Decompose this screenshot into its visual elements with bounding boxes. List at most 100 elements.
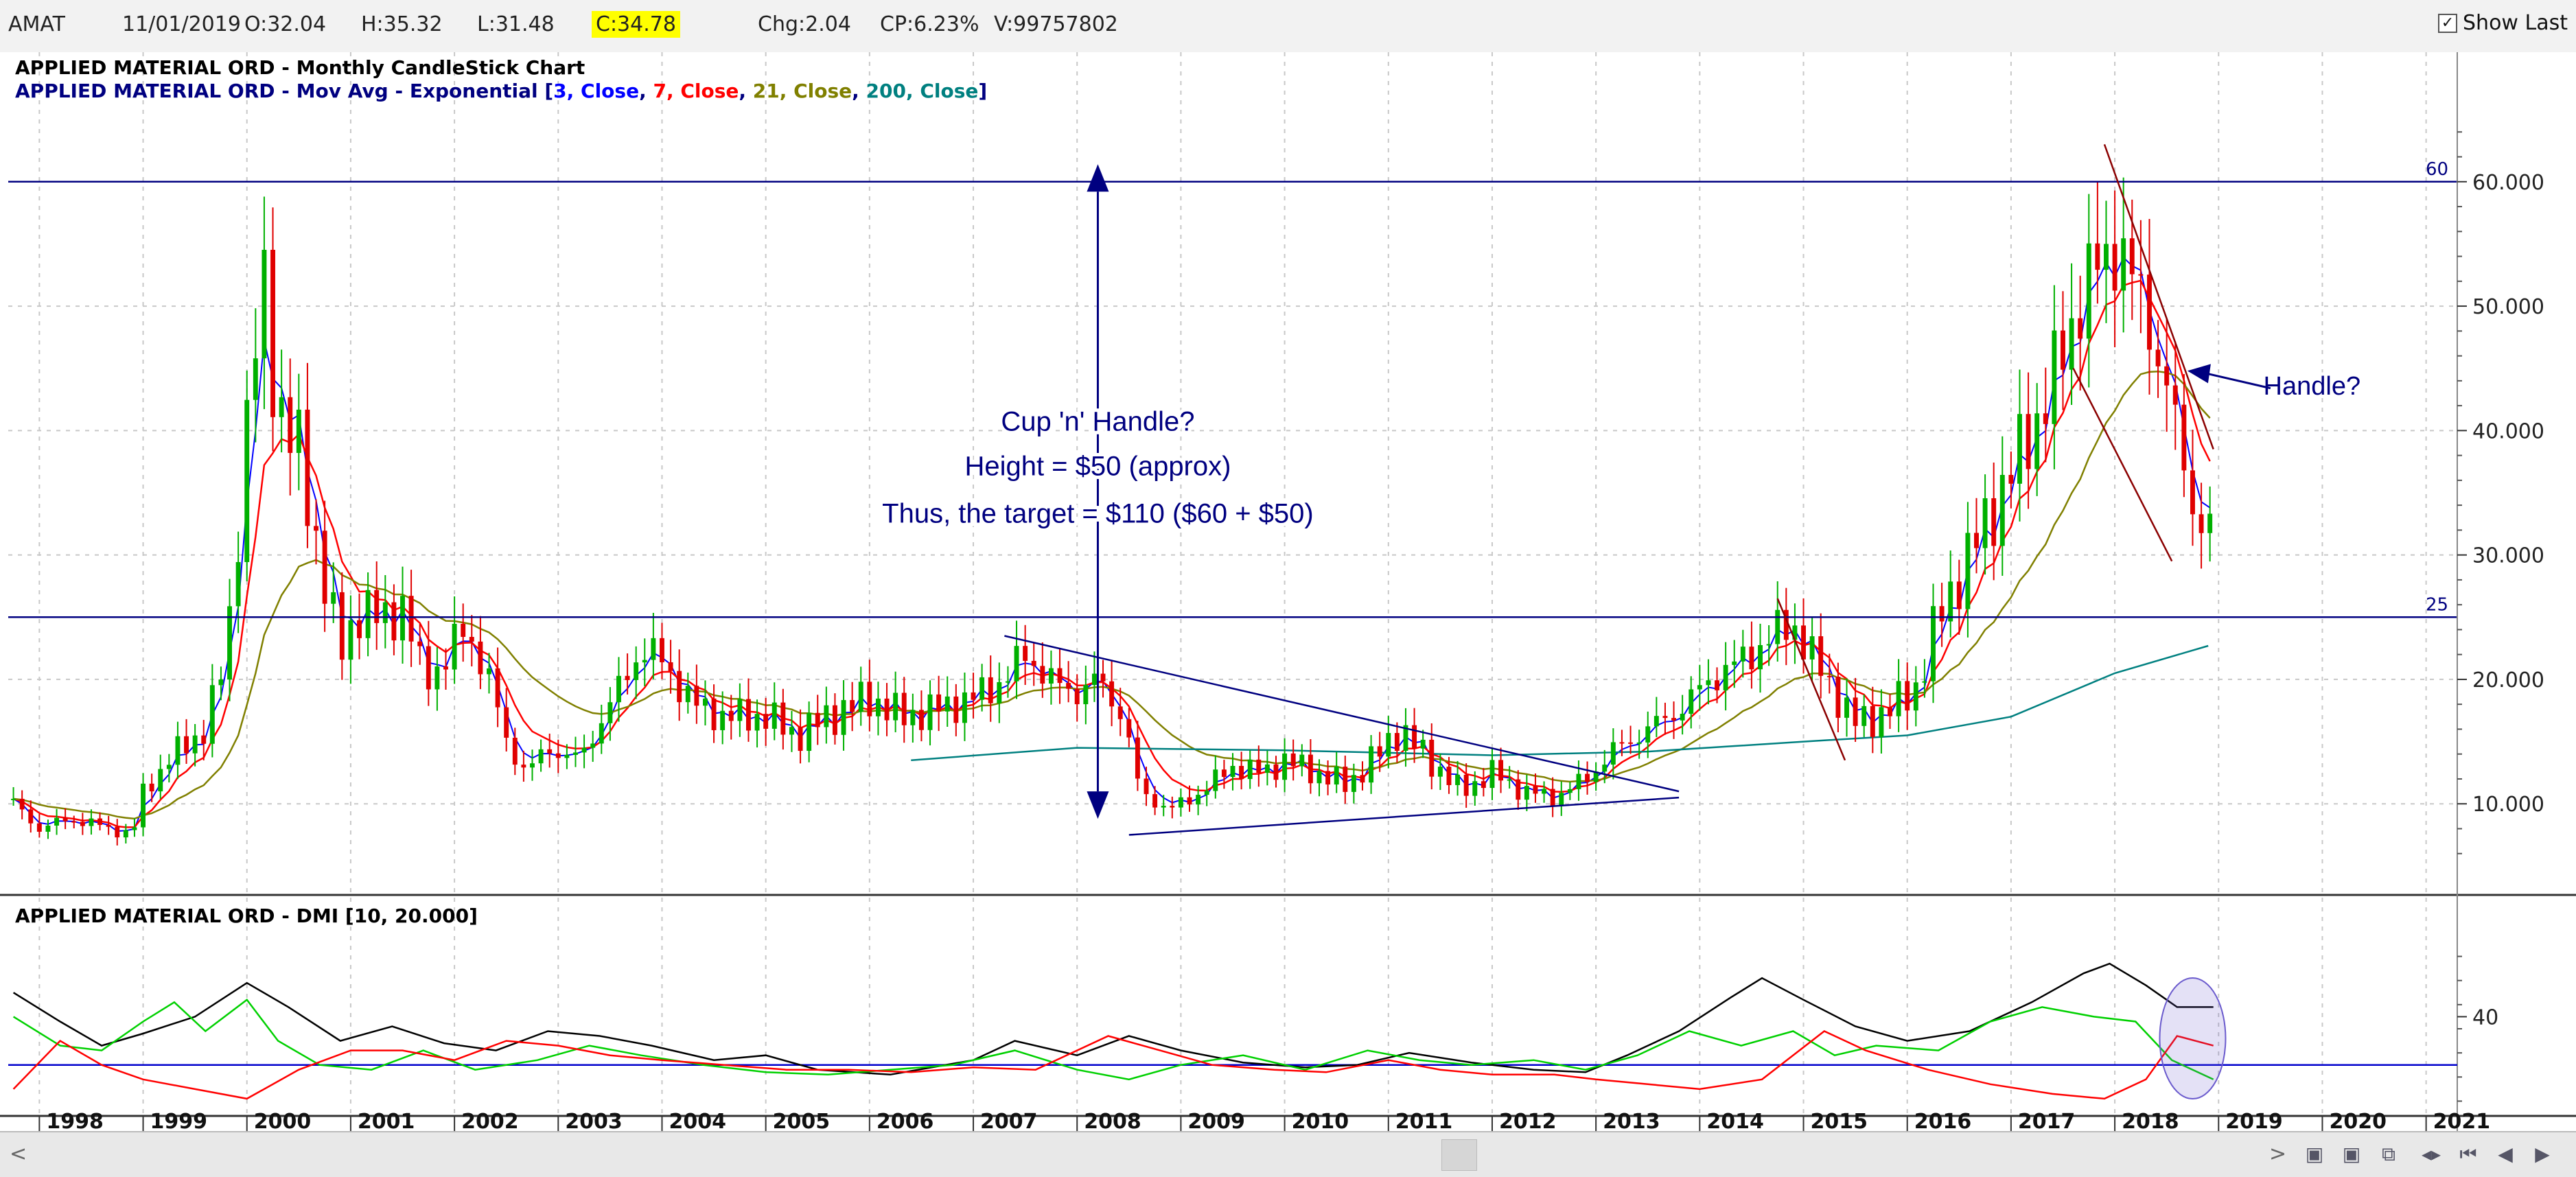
- quote-change: Chg:2.04: [758, 12, 851, 36]
- candle-body: [789, 727, 794, 735]
- x-tick-label: 2009: [1187, 1110, 1245, 1131]
- candle-body: [1308, 754, 1313, 784]
- candle-body: [573, 752, 578, 755]
- annotation-text: Thus, the target = $110 ($60 + $50): [882, 499, 1314, 529]
- candle-body: [382, 602, 388, 623]
- candle-body: [1913, 682, 1918, 711]
- candle-body: [1542, 789, 1547, 794]
- candle-body: [2086, 243, 2091, 339]
- x-tick-label: 2004: [669, 1110, 726, 1131]
- candle-body: [1715, 680, 1720, 690]
- dmi-title: APPLIED MATERIAL ORD - DMI [10, 20.000]: [15, 905, 478, 927]
- prev-icon[interactable]: ◀: [2498, 1143, 2513, 1165]
- candle-body: [1455, 774, 1461, 785]
- x-tick-label: 2015: [1811, 1110, 1868, 1131]
- candle-body: [469, 637, 474, 642]
- candle-body: [988, 677, 993, 703]
- scroll-thumb[interactable]: [1441, 1139, 1477, 1171]
- candle-body: [1628, 742, 1634, 744]
- first-bar-icon[interactable]: ⏮: [2459, 1143, 2477, 1165]
- candle-body: [1931, 606, 1936, 681]
- candle-body: [1144, 778, 1149, 795]
- candle-body: [184, 736, 189, 754]
- x-tick-label: 2011: [1395, 1110, 1453, 1131]
- level-label: 60: [2426, 159, 2448, 180]
- scroll-left-icon[interactable]: <: [10, 1142, 27, 1166]
- scroll-right-icon[interactable]: >: [2269, 1142, 2287, 1166]
- candle-body: [1135, 737, 1140, 779]
- candle-body: [1066, 683, 1071, 689]
- candle-body: [1792, 625, 1798, 640]
- candle-body: [175, 736, 181, 765]
- candle-body: [1619, 742, 1625, 744]
- candle-body: [2017, 414, 2022, 484]
- quote-volume: V:99757802: [994, 12, 1118, 36]
- subtitle-part: ,: [852, 80, 866, 102]
- candle-body: [2034, 413, 2040, 469]
- candle-body: [339, 592, 345, 660]
- candle-body: [71, 821, 77, 823]
- candle-body: [1239, 765, 1244, 780]
- candle-body: [1550, 789, 1555, 806]
- candle-body: [54, 817, 60, 826]
- candle-body: [1706, 680, 1711, 686]
- candle-body: [1524, 786, 1529, 800]
- level-label: 25: [2426, 594, 2448, 615]
- candle-body: [625, 675, 630, 680]
- show-last-toggle[interactable]: ✓ Show Last: [2438, 11, 2568, 35]
- candle-body: [279, 397, 284, 417]
- show-last-checkbox[interactable]: ✓: [2438, 13, 2458, 33]
- candle-body: [642, 660, 647, 663]
- candle-body: [1689, 689, 1694, 714]
- quote-open: O:32.04: [244, 12, 327, 36]
- candle-body: [1653, 716, 1659, 727]
- candle-body: [426, 646, 431, 690]
- candle-body: [1585, 773, 1590, 782]
- candle-body: [1334, 767, 1339, 785]
- candle-body: [2190, 470, 2195, 515]
- x-tick-label: 2017: [2018, 1110, 2076, 1131]
- candle-body: [461, 623, 466, 638]
- candle-body: [504, 707, 509, 738]
- candle-body: [875, 698, 881, 716]
- candlestick-chart[interactable]: 60 25 Cup 'n' Handle? Height = $50 (approx)…: [0, 52, 2576, 1131]
- candle-body: [564, 754, 570, 758]
- zoom-out-icon[interactable]: ▣: [2305, 1143, 2324, 1165]
- candle-body: [1610, 742, 1616, 765]
- candle-body: [322, 531, 327, 604]
- candle-body: [1040, 666, 1045, 684]
- candle-body: [235, 562, 241, 607]
- candle-body: [668, 662, 673, 671]
- quote-high: H:35.32: [361, 12, 443, 36]
- candle-body: [2147, 275, 2152, 350]
- candle-body: [1377, 746, 1382, 757]
- chart-grid: [8, 52, 2457, 1116]
- arrow-down-icon: [1087, 791, 1109, 819]
- candle-body: [1472, 781, 1478, 796]
- next-icon[interactable]: ▶: [2535, 1143, 2550, 1165]
- candle-body: [80, 821, 85, 826]
- candle-body: [331, 592, 336, 604]
- candle-body: [209, 685, 215, 744]
- candle-body: [2104, 244, 2109, 270]
- candle-body: [1870, 706, 1875, 737]
- candle-body: [2052, 330, 2057, 424]
- candle-body: [660, 638, 664, 663]
- symbol-label: AMAT: [8, 12, 65, 36]
- x-tick-label: 1998: [46, 1110, 103, 1131]
- horizontal-scrollbar[interactable]: < > ▣ ▣ ⧉ ◂▸ ⏮ ◀ ▶: [0, 1131, 2576, 1177]
- candle-body: [1325, 771, 1331, 785]
- dmi-plus-line: [12, 999, 2214, 1081]
- candle-body: [1446, 767, 1452, 785]
- scroll-both-icon[interactable]: ◂▸: [2421, 1143, 2441, 1165]
- candle-body: [962, 692, 967, 723]
- candle-body: [357, 620, 362, 638]
- chart-overlays: 60 25 Cup 'n' Handle? Height = $50 (approx)…: [8, 143, 2457, 836]
- dmi-adx-line: [12, 962, 2214, 1076]
- y-tick-label: 10.000: [2472, 793, 2544, 817]
- candle-body: [1516, 779, 1521, 800]
- fit-icon[interactable]: ⧉: [2382, 1143, 2395, 1165]
- candle-body: [1420, 739, 1426, 749]
- zoom-in-icon[interactable]: ▣: [2342, 1143, 2361, 1165]
- dmi-panel: APPLIED MATERIAL ORD - DMI [10, 20.000] 4…: [8, 905, 2498, 1102]
